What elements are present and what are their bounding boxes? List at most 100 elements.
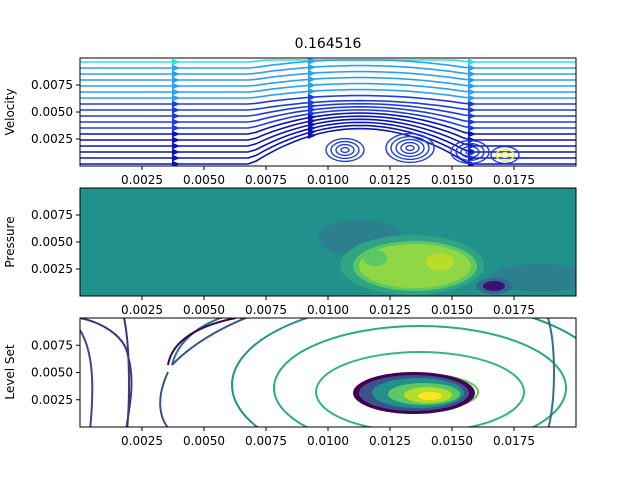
- pressure-core: [426, 253, 454, 271]
- stream-arrow: [172, 88, 180, 96]
- vortex-streamline: [330, 140, 360, 160]
- pressure-core-left: [363, 250, 387, 266]
- y-tick-label: 0.0050: [31, 235, 73, 249]
- stream-arrow: [308, 81, 316, 89]
- levelset-contour-2: [315, 351, 525, 427]
- stream-arrow: [308, 93, 316, 101]
- levelset-contour-4: [231, 318, 576, 427]
- streamline: [80, 64, 576, 75]
- vortex-streamline: [500, 151, 510, 159]
- stream-arrow: [172, 112, 180, 120]
- stream-arrow: [172, 142, 180, 150]
- vortex-streamline: [460, 145, 480, 159]
- stream-arrow: [172, 130, 180, 138]
- pressure-contours: [318, 220, 576, 295]
- levelset-contour-9: [167, 318, 237, 366]
- velocity-ticks: 0.0025 0.0050 0.0075 0.0100 0.0125 0.0150 0.01…: [31, 78, 535, 187]
- x-tick-label: 0.0175: [493, 434, 535, 448]
- stream-arrow: [468, 76, 476, 84]
- streamline: [80, 105, 576, 123]
- y-tick-label: 0.0075: [31, 208, 73, 222]
- vortex-streamline: [495, 148, 515, 162]
- stream-arrow: [172, 70, 180, 78]
- stream-arrow: [468, 118, 476, 126]
- x-tick-label: 0.0050: [183, 303, 225, 317]
- pressure-panel: 0.0025 0.0050 0.0075 0.0100 0.0125 0.0150 0.01…: [3, 187, 577, 317]
- x-tick-label: 0.0125: [369, 173, 411, 187]
- stream-arrow: [468, 130, 476, 138]
- streamline: [80, 118, 576, 147]
- x-tick-label: 0.0025: [121, 303, 163, 317]
- y-tick-label: 0.0050: [31, 366, 73, 380]
- stream-arrow: [172, 94, 180, 102]
- y-tick-label: 0.0025: [31, 393, 73, 407]
- x-tick-label: 0.0025: [121, 173, 163, 187]
- stream-arrow: [308, 75, 316, 83]
- streamline: [80, 127, 576, 165]
- vortex-streamline: [465, 148, 475, 156]
- vortex-streamline: [450, 139, 490, 165]
- y-tick-label: 0.0075: [31, 78, 73, 92]
- levelset-fill-6: [418, 392, 442, 400]
- x-tick-label: 0.0075: [245, 434, 287, 448]
- stream-arrow: [172, 106, 180, 114]
- x-tick-label: 0.0100: [307, 303, 349, 317]
- stream-arrow: [308, 63, 316, 71]
- pressure-minimum: [483, 281, 505, 291]
- levelset-contour-7: [80, 318, 133, 427]
- x-tick-label: 0.0125: [369, 434, 411, 448]
- stream-arrow: [468, 106, 476, 114]
- streamline: [80, 109, 576, 129]
- stream-arrow: [468, 100, 476, 108]
- streamline: [80, 124, 576, 159]
- streamline: [80, 59, 576, 69]
- vortex-streamline: [490, 145, 520, 165]
- levelset-contour-3: [273, 325, 567, 427]
- streamline: [80, 76, 576, 87]
- stream-arrow: [172, 76, 180, 84]
- stream-arrow: [172, 160, 180, 166]
- figure-title: 0.164516: [295, 36, 362, 52]
- stream-arrow: [468, 58, 476, 66]
- vortex-streamline: [335, 143, 355, 157]
- vortex-streamline: [385, 132, 435, 164]
- vortex-streamline: [340, 146, 350, 154]
- stream-arrow: [468, 82, 476, 90]
- x-tick-label: 0.0075: [245, 303, 287, 317]
- velocity-ylabel: Velocity: [3, 88, 17, 135]
- x-tick-label: 0.0075: [245, 173, 287, 187]
- velocity-streamlines: [80, 58, 576, 166]
- vortex-streamline: [405, 144, 415, 152]
- stream-arrow: [468, 88, 476, 96]
- y-tick-label: 0.0075: [31, 338, 73, 352]
- levelset-filled-core: [353, 372, 475, 414]
- stream-arrow: [308, 58, 316, 65]
- stream-arrow: [172, 100, 180, 108]
- stream-arrow: [172, 136, 180, 144]
- streamline: [80, 88, 576, 99]
- stream-arrow: [468, 70, 476, 78]
- x-tick-label: 0.0150: [431, 303, 473, 317]
- stream-arrow: [172, 58, 180, 66]
- streamline: [80, 82, 576, 93]
- stream-arrow: [468, 64, 476, 72]
- levelset-panel: 0.0025 0.0050 0.0075 0.0100 0.0125 0.0150 0.01…: [3, 317, 577, 448]
- streamline: [80, 70, 576, 81]
- streamline: [80, 115, 576, 141]
- vortex-streamline: [395, 138, 425, 158]
- pressure-ticks: 0.0025 0.0050 0.0075 0.0100 0.0125 0.0150 0.01…: [31, 208, 535, 317]
- vortex-streamline: [325, 137, 365, 163]
- streamline: [80, 112, 576, 135]
- x-tick-label: 0.0050: [183, 173, 225, 187]
- stream-arrow: [172, 124, 180, 132]
- y-tick-label: 0.0050: [31, 105, 73, 119]
- stream-arrow: [468, 124, 476, 132]
- stream-arrow: [308, 87, 316, 95]
- x-tick-label: 0.0150: [431, 173, 473, 187]
- levelset-contour-8: [80, 329, 94, 427]
- x-tick-label: 0.0050: [183, 434, 225, 448]
- stream-arrow: [172, 148, 180, 156]
- streamline: [80, 94, 576, 105]
- stream-arrow: [172, 154, 180, 162]
